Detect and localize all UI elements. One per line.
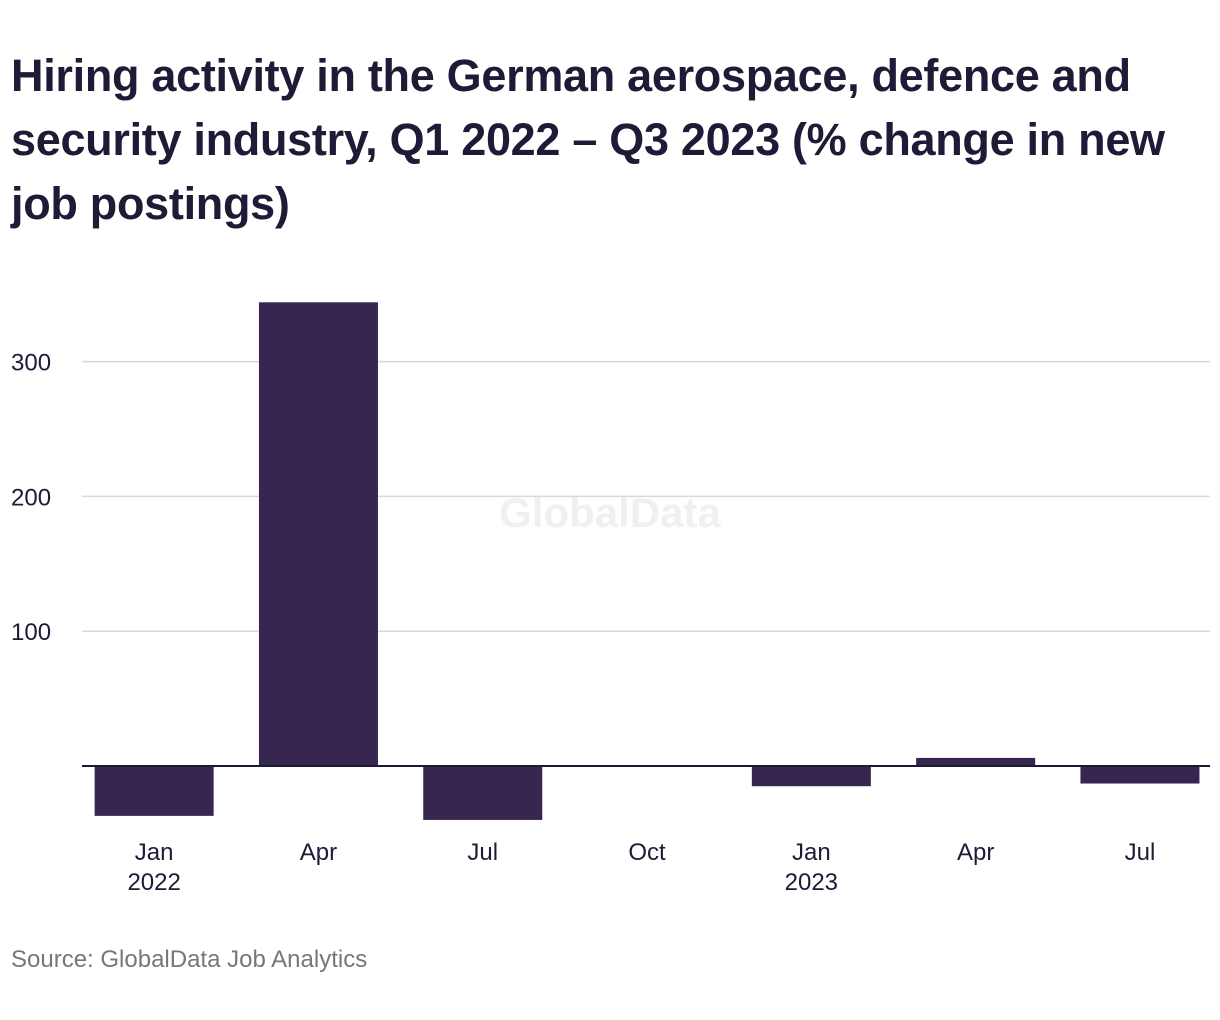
y-tick-label: 300 <box>11 350 51 377</box>
x-tick-label: Jul <box>1125 839 1156 866</box>
bar-q2-2022 <box>258 302 378 766</box>
x-tick-label: Jan <box>135 839 174 866</box>
chart-title: Hiring activity in the German aerospace,… <box>11 50 1165 229</box>
x-tick-label: Apr <box>300 839 337 866</box>
x-tick-label: Jul <box>467 839 498 866</box>
bar-q3-2023 <box>1080 766 1200 784</box>
y-tick-label: 100 <box>11 619 51 646</box>
x-axis-ticks: Jan 2022 Apr Jul Oct Jan 2023 Apr Jul <box>127 839 1155 896</box>
gridlines <box>82 360 1210 632</box>
x-tick-year-label: 2022 <box>127 869 180 896</box>
x-tick-year-label: 2023 <box>785 869 838 896</box>
y-tick-label: 200 <box>11 484 51 511</box>
source-note: Source: GlobalData Job Analytics <box>11 946 368 973</box>
bars <box>94 302 1200 820</box>
bar-q3-2022 <box>423 766 543 820</box>
x-tick-label: Oct <box>628 839 666 866</box>
y-axis-ticks: 100 200 300 <box>11 350 51 647</box>
x-tick-label: Apr <box>957 839 994 866</box>
bar-q1-2022 <box>94 766 214 816</box>
x-tick-label: Jan <box>792 839 831 866</box>
bar-q1-2023 <box>751 766 871 787</box>
bar-q2-2023 <box>916 757 1036 766</box>
